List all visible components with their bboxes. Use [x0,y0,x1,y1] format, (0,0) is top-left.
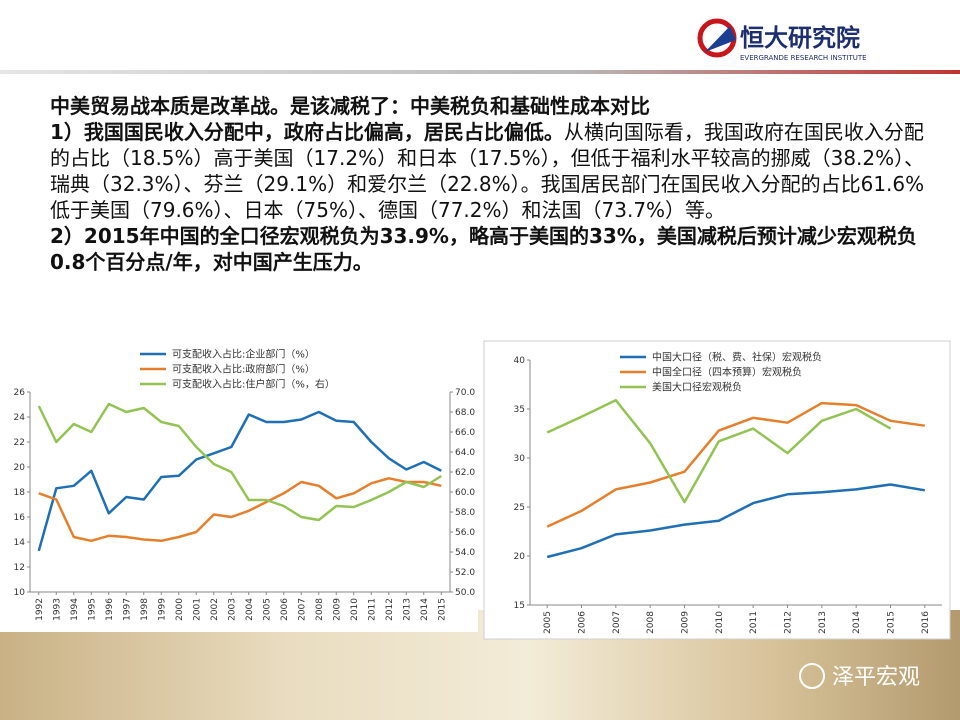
series-line [546,483,926,559]
x-tick-label: 1997 [122,598,132,621]
y-tick-label: 26 [14,388,26,398]
text-block: 中美贸易战本质是改革战。是该减税了：中美税负和基础性成本对比 1）我国国民收入分… [50,93,930,275]
x-tick-label: 2011 [749,611,759,634]
x-tick-label: 1999 [157,598,167,621]
x-tick-label: 2006 [578,611,588,634]
series-line [546,398,892,504]
x-tick-label: 2014 [852,611,862,634]
x-tick-label: 2015 [887,611,897,634]
x-tick-label: 2004 [245,598,255,621]
y-tick-label: 14 [14,538,26,548]
x-tick-label: 2012 [385,598,395,621]
y-tick-label: 12 [14,563,25,573]
y-tick-label: 20 [514,552,526,562]
x-tick-label: 2005 [543,611,553,634]
y-tick-label: 20 [14,463,26,473]
x-tick-label: 2000 [175,598,185,621]
x-tick-label: 2009 [681,611,691,634]
x-tick-label: 1996 [105,598,115,621]
heading-text: 中美贸易战本质是改革战。是该减税了：中美税负和基础性成本对比 [50,94,650,118]
x-tick-label: 2006 [280,598,290,621]
series-line [37,410,442,552]
x-tick-label: 2007 [297,598,307,621]
y-tick-label: 18 [14,488,26,498]
logo-text: 恒大研究院 [740,24,860,52]
logo-mark [705,26,736,52]
x-tick-label: 2008 [315,598,325,621]
x-tick-label: 2013 [402,598,412,621]
y2-tick-label: 52.0 [455,568,475,578]
legend-label: 可支配收入占比:住户部门（%，右） [172,378,335,391]
x-tick-label: 2016 [921,611,931,634]
x-tick-label: 2013 [818,611,828,634]
x-tick-label: 2010 [715,611,725,634]
y-tick-label: 10 [14,588,26,598]
x-tick-label: 1993 [52,598,62,621]
y-tick-label: 30 [514,454,526,464]
x-tick-label: 2003 [227,598,237,621]
legend-label: 中国全口径（四本预算）宏观税负 [652,366,802,379]
y-tick-label: 16 [14,513,26,523]
point: 2）2015年中国的全口径宏观税负为33.9%，略高于美国的33%，美国减税后预… [50,223,930,275]
watermark-icon [799,663,825,689]
x-tick-label: 2014 [420,598,430,621]
x-tick-label: 2010 [350,598,360,621]
y-tick-label: 24 [14,413,26,423]
legend-label: 美国大口径宏观税负 [652,381,742,394]
y-tick-label: 35 [514,405,525,415]
heading: 中美贸易战本质是改革战。是该减税了：中美税负和基础性成本对比 [50,93,930,119]
y2-tick-label: 68.0 [455,408,475,418]
y2-tick-label: 70.0 [455,388,475,398]
legend-label: 中国大口径（税、费、社保）宏观税负 [652,351,822,364]
point: 1）我国国民收入分配中，政府占比偏高，居民占比偏低。从横向国际看，我国政府在国民… [50,119,930,223]
x-tick-label: 2005 [262,598,272,621]
y-tick-label: 15 [514,601,525,611]
y2-tick-label: 64.0 [455,448,475,458]
y-tick-label: 40 [514,356,526,366]
y-tick-label: 25 [514,503,525,513]
chart-panel [483,340,951,640]
series-line [37,402,442,522]
y2-tick-label: 50.0 [455,588,475,598]
watermark: 泽平宏观 [832,665,920,690]
logo [697,18,737,58]
y2-tick-label: 66.0 [455,428,475,438]
x-tick-label: 1998 [140,598,150,621]
series-line [546,401,925,528]
x-tick-label: 2001 [192,598,202,621]
logo-subtext: EVERGRANDE RESEARCH INSTITUTE [740,54,867,62]
y-tick-label: 22 [14,438,25,448]
x-tick-label: 1994 [70,598,80,621]
y2-tick-label: 60.0 [455,488,475,498]
y2-tick-label: 54.0 [455,548,475,558]
y2-tick-label: 56.0 [455,528,475,538]
header-line [0,70,960,74]
x-tick-label: 2011 [367,598,377,621]
x-tick-label: 2007 [612,611,622,634]
x-tick-label: 2008 [646,611,656,634]
x-tick-label: 1992 [35,598,45,621]
x-tick-label: 2015 [437,598,447,621]
legend-label: 可支配收入占比:企业部门（%） [172,348,315,361]
y2-tick-label: 62.0 [455,468,475,478]
x-tick-label: 2002 [210,598,220,621]
x-tick-label: 2012 [784,611,794,634]
series-line [38,477,442,543]
point-bold: 1）我国国民收入分配中，政府占比偏高，居民占比偏低。 [50,120,564,144]
point-text: 从横向国际看，我国政府在国民收入分配的占比（18.5%）高于美国（17.2%）和… [50,120,925,222]
point-bold: 2）2015年中国的全口径宏观税负为33.9%，略高于美国的33%，美国减税后预… [50,224,917,274]
y2-tick-label: 58.0 [455,508,475,518]
x-tick-label: 2009 [332,598,342,621]
x-tick-label: 1995 [87,598,97,621]
legend-label: 可支配收入占比:政府部门（%） [172,363,315,376]
